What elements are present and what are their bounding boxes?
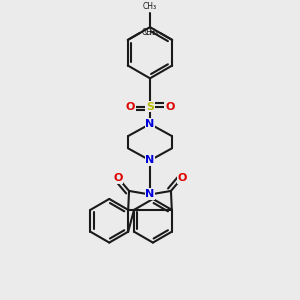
Text: CH₃: CH₃: [141, 28, 156, 37]
Text: O: O: [177, 173, 187, 183]
Text: O: O: [165, 102, 175, 112]
Text: CH₃: CH₃: [144, 28, 159, 37]
Text: N: N: [146, 119, 154, 129]
Text: N: N: [146, 189, 154, 199]
Text: S: S: [146, 102, 154, 112]
Text: N: N: [146, 155, 154, 165]
Text: O: O: [113, 173, 123, 183]
Text: O: O: [125, 102, 135, 112]
Text: CH₃: CH₃: [143, 2, 157, 11]
